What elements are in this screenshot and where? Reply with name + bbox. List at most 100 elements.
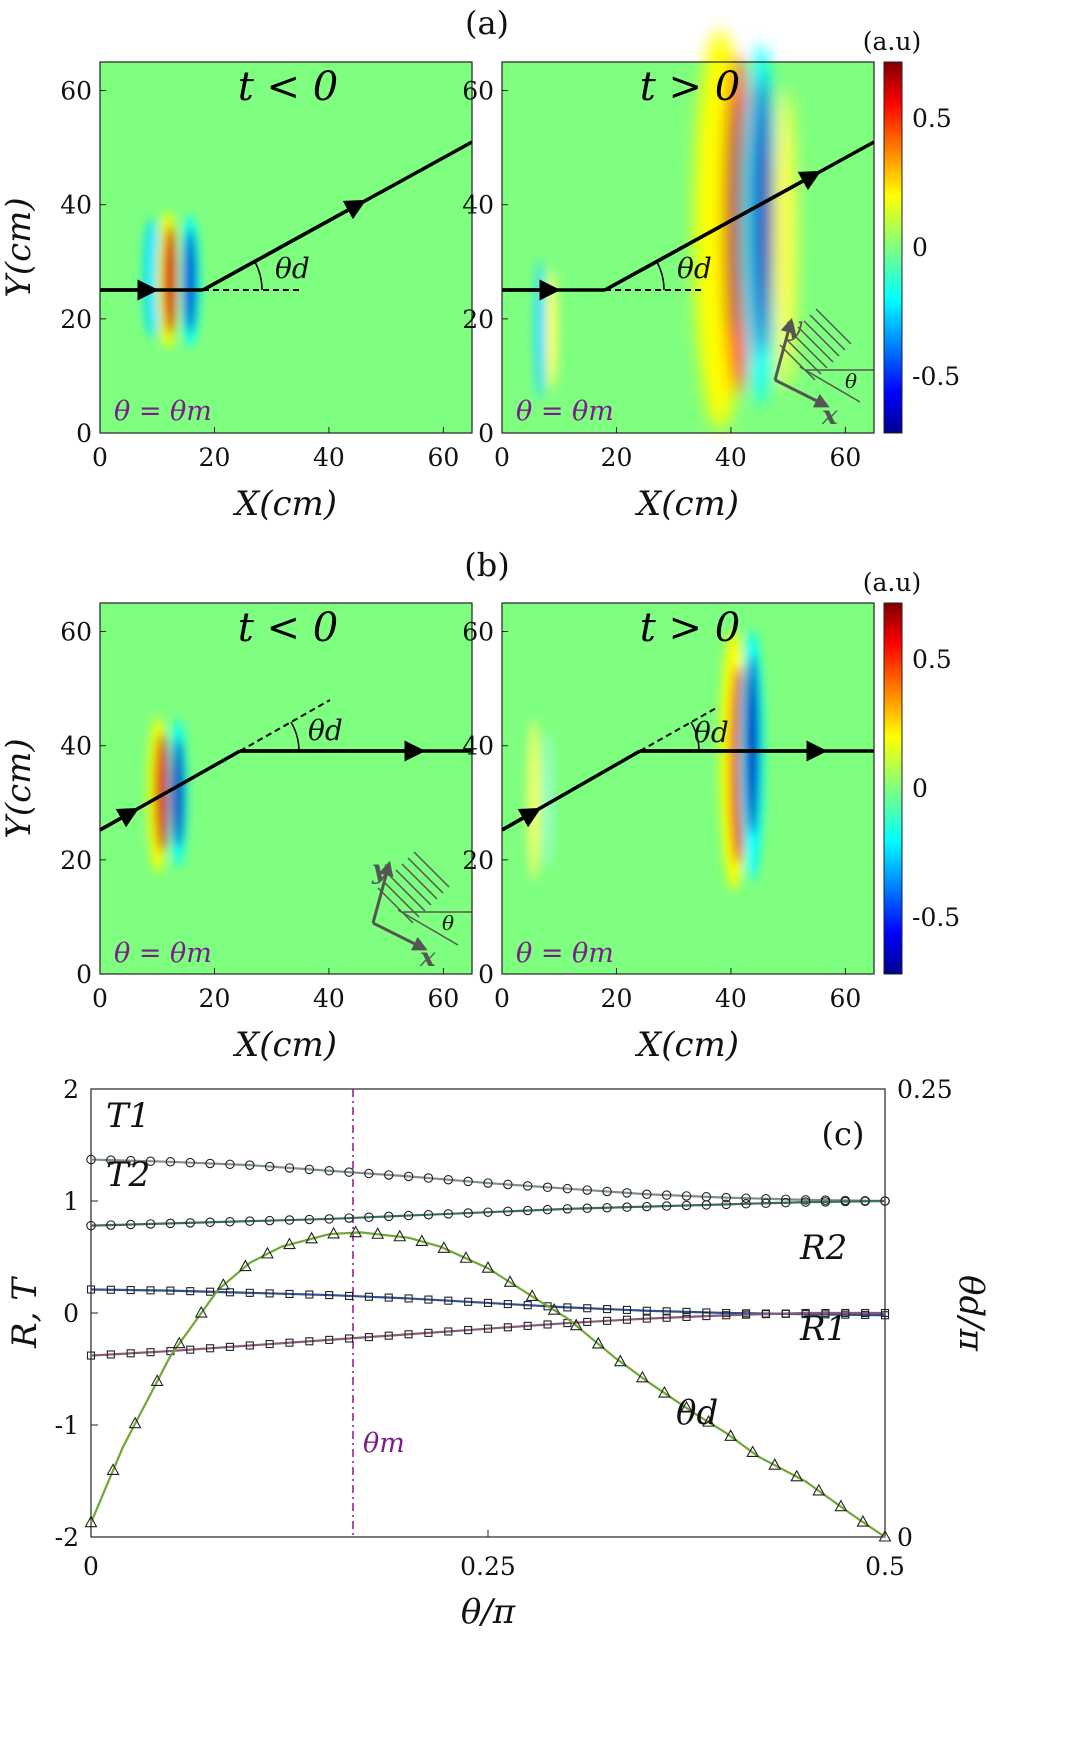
x-tick-label: 60 [427, 443, 459, 472]
angle-arc [254, 261, 263, 291]
theta-m-label: θm [363, 1428, 405, 1459]
data-point [483, 1178, 493, 1188]
data-point [444, 1327, 453, 1336]
data-point [285, 1338, 294, 1347]
theta-annotation: θ = θm [516, 938, 614, 969]
data-point [820, 1197, 831, 1207]
x-tick-label: 0 [494, 984, 510, 1013]
x-tick-label: 0 [92, 443, 108, 472]
data-point [741, 1310, 751, 1319]
y-left-axis-label: R, T [5, 1276, 45, 1349]
data-point [364, 1333, 373, 1342]
data-point [701, 1200, 712, 1210]
data-point [265, 1340, 274, 1349]
data-point [86, 1351, 96, 1360]
data-point [582, 1203, 592, 1214]
data-point [285, 1289, 294, 1299]
series-line [89, 1231, 886, 1538]
y-tick-label: 60 [462, 77, 494, 106]
data-point [878, 1529, 892, 1542]
data-point [812, 1483, 826, 1496]
data-point [582, 1185, 592, 1195]
data-point [562, 1204, 573, 1214]
data-point [325, 1335, 334, 1344]
data-point [746, 1445, 760, 1458]
data-point [225, 1342, 234, 1351]
colorbar-unit: (a.u) [863, 568, 921, 597]
coordinate-inset: y x θ [371, 851, 472, 973]
panel-a-right: θd t > 0 θ = θm y x θ [501, 30, 875, 434]
theta-annotation: θ = θm [516, 396, 614, 427]
colorbar-b: (a.u) 0.5 0 -0.5 [863, 568, 960, 975]
data-point [403, 1171, 414, 1182]
angle-label: θd [308, 714, 343, 747]
series-line [90, 1311, 885, 1357]
data-point [84, 1515, 98, 1528]
wave-packet [148, 717, 187, 873]
data-point [682, 1312, 691, 1321]
data-point [325, 1291, 334, 1300]
data-point [483, 1324, 493, 1333]
series-T1: T1 [86, 1096, 890, 1206]
panel-title: t < 0 [238, 64, 338, 110]
data-point [635, 1370, 649, 1383]
data-point [880, 1308, 890, 1318]
y-tick-label: 40 [60, 191, 92, 220]
series-line [90, 1288, 886, 1317]
data-point [642, 1314, 651, 1323]
y-tick-label: 60 [462, 618, 494, 647]
data-point [305, 1290, 314, 1299]
series-label: R2 [799, 1228, 847, 1268]
field-map-background [502, 62, 874, 433]
data-point [702, 1312, 711, 1321]
y-left-tick-label: 1 [63, 1187, 79, 1216]
chart-c: 0 0.25 0.5 -2 -1 0 1 2 0 0.25 θ/π R, T θd/π (c) θm T1 T2… [5, 1075, 991, 1632]
angle-label: θd [677, 252, 712, 285]
data-point [383, 1170, 394, 1180]
y-tick-label: 60 [60, 618, 92, 647]
colorbar-tick: 0 [912, 233, 928, 262]
data-point [284, 1215, 295, 1225]
data-point [126, 1285, 135, 1295]
data-point [840, 1196, 851, 1207]
data-point [681, 1191, 692, 1201]
data-point [245, 1341, 254, 1350]
data-point [522, 1205, 533, 1216]
data-point [503, 1275, 517, 1287]
data-point [503, 1323, 512, 1332]
data-point [583, 1304, 592, 1313]
data-point [261, 1246, 274, 1259]
theta-annotation: θ = θm [114, 938, 212, 969]
data-point [602, 1202, 612, 1213]
data-point [344, 1167, 354, 1177]
x-tick-label: 0.5 [865, 1552, 905, 1581]
y-tick-label: 40 [462, 732, 494, 761]
data-point [781, 1309, 790, 1318]
panel-label-a: (a) [465, 4, 509, 42]
data-point [603, 1316, 612, 1325]
data-point [245, 1288, 254, 1297]
data-point [305, 1337, 314, 1346]
data-point [741, 1199, 751, 1209]
data-point [106, 1285, 115, 1294]
data-point [622, 1188, 632, 1198]
y-left-tick-label: 2 [63, 1075, 79, 1104]
data-point [542, 1204, 553, 1215]
data-point [404, 1294, 413, 1303]
data-point [264, 1215, 275, 1226]
x-tick-label: 20 [199, 443, 231, 472]
data-point [415, 1234, 429, 1247]
data-point [264, 1161, 275, 1172]
data-point [761, 1310, 770, 1319]
x-tick-label: 40 [715, 443, 747, 472]
data-point [165, 1218, 176, 1229]
data-point [364, 1292, 373, 1301]
data-point [463, 1176, 473, 1187]
panel-title: t > 0 [640, 64, 740, 110]
data-point [525, 1289, 539, 1301]
data-point [522, 1181, 533, 1191]
panel-title: t > 0 [640, 605, 740, 651]
series-θd: θd [84, 1225, 892, 1542]
data-point [642, 1201, 652, 1212]
